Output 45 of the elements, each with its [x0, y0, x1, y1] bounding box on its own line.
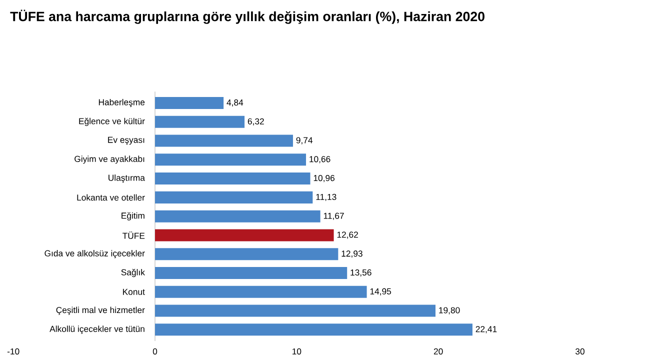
- bar: [155, 324, 472, 336]
- bar: [155, 97, 224, 109]
- y-tick-label: Çeşitli mal ve hizmetler: [56, 306, 145, 315]
- data-label: 11,13: [316, 194, 336, 202]
- data-label: 4,84: [226, 99, 244, 107]
- chart-title: TÜFE ana harcama gruplarına göre yıllık değişim oranları (%), Haziran 2020: [10, 10, 484, 24]
- y-tick-label: Haberleşme: [98, 98, 145, 108]
- bar: [155, 191, 313, 204]
- data-label: 9,74: [296, 137, 313, 144]
- data-label: 11,67: [324, 212, 344, 220]
- bar: [155, 172, 310, 185]
- data-label: 22,41: [476, 326, 497, 334]
- data-label: 12,62: [337, 232, 358, 239]
- x-tick-label: 0: [152, 348, 158, 354]
- bar: [155, 248, 338, 260]
- y-tick-label: Gıda ve alkolsüz içecekler: [44, 250, 145, 258]
- x-tick-label: 10: [292, 348, 302, 354]
- bar: [155, 210, 320, 222]
- data-label: 10,96: [314, 174, 334, 182]
- y-tick-label: Alkollü içecekler ve tütün: [50, 326, 144, 334]
- bar: [155, 286, 367, 298]
- data-label: 19,80: [439, 307, 460, 314]
- y-tick-label: Eğitim: [122, 212, 144, 220]
- y-tick-label: Eğlence ve kültür: [79, 118, 145, 126]
- bar: [155, 304, 436, 317]
- bar: [155, 116, 245, 128]
- data-label: 10,66: [310, 156, 330, 164]
- data-label: 13,56: [350, 269, 372, 277]
- y-tick-label: Sağlık: [121, 268, 145, 278]
- bar: [155, 266, 348, 279]
- data-label: 12,93: [342, 250, 362, 258]
- bar: [155, 134, 293, 147]
- x-tick-label: -10: [7, 348, 20, 354]
- y-tick-label: Konut: [123, 288, 145, 295]
- bar: [155, 154, 306, 166]
- bar: [155, 229, 334, 242]
- y-tick-label: TÜFE: [122, 232, 145, 239]
- x-tick-label: 20: [434, 348, 443, 354]
- y-tick-label: Ev eşyası: [108, 136, 144, 145]
- x-tick-label: 30: [576, 348, 584, 354]
- y-tick-label: Ulaştırma: [108, 174, 145, 183]
- data-label: 14,95: [370, 288, 392, 296]
- y-tick-label: Giyim ve ayakkabı: [74, 156, 144, 164]
- y-tick-label: Lokanta ve oteller: [77, 194, 145, 201]
- data-label: 6,32: [248, 118, 264, 126]
